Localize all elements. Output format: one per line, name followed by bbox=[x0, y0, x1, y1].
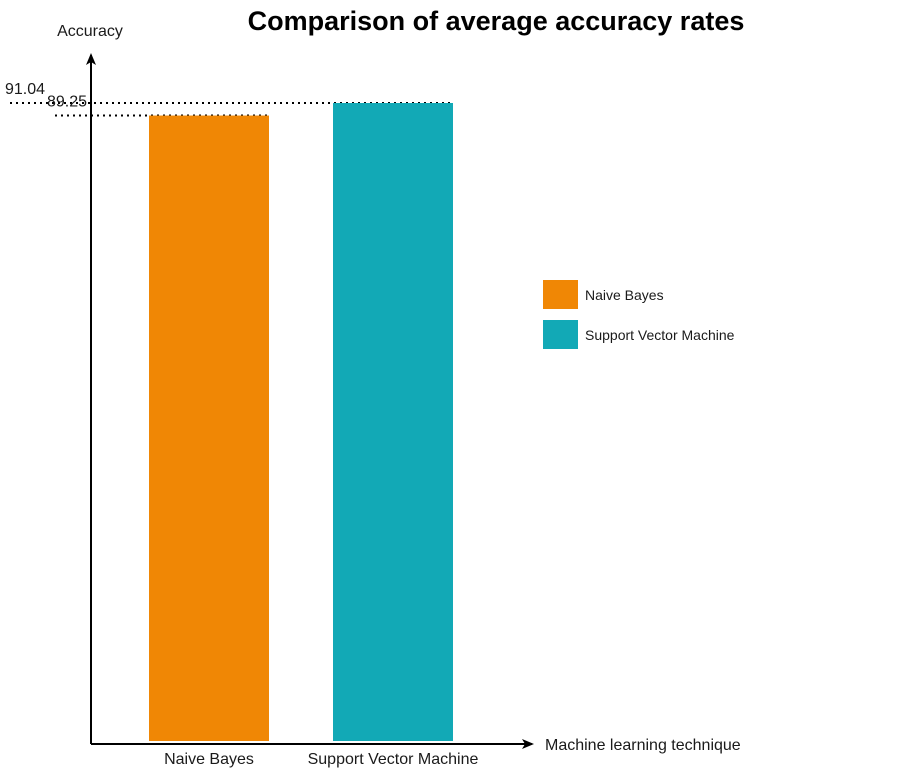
x-tick-labels-group: Naive Bayes Support Vector Machine bbox=[164, 751, 478, 768]
reference-lines bbox=[10, 102, 453, 117]
y-axis-label: Accuracy bbox=[57, 23, 123, 40]
legend-swatch-0 bbox=[543, 280, 578, 309]
chart-title: Comparison of average accuracy rates bbox=[248, 6, 745, 36]
x-tick-label-0: Naive Bayes bbox=[164, 751, 254, 768]
value-label-0: 89.25 bbox=[47, 94, 87, 111]
legend-label-1: Support Vector Machine bbox=[585, 327, 735, 343]
legend-label-0: Naive Bayes bbox=[585, 287, 664, 303]
bars-group bbox=[149, 103, 453, 741]
legend: Naive Bayes Support Vector Machine bbox=[543, 280, 735, 349]
x-axis-label: Machine learning technique bbox=[545, 737, 741, 754]
legend-swatch-1 bbox=[543, 320, 578, 349]
value-label-1: 91.04 bbox=[5, 81, 45, 98]
bar-1 bbox=[333, 103, 453, 741]
bar-0 bbox=[149, 115, 269, 741]
x-tick-label-1: Support Vector Machine bbox=[308, 751, 479, 768]
